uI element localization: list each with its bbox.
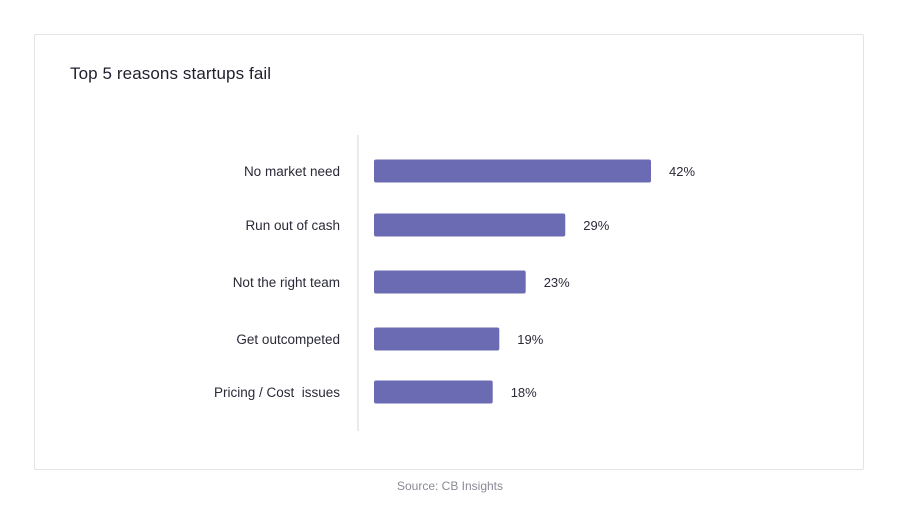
- bar: [374, 159, 651, 183]
- chart-title: Top 5 reasons startups fail: [70, 64, 272, 83]
- category-label: Run out of cash: [245, 218, 340, 233]
- category-label: Not the right team: [233, 275, 340, 290]
- bar: [374, 327, 500, 351]
- category-label: Pricing / Cost issues: [214, 385, 340, 400]
- value-label: 18%: [511, 385, 537, 400]
- category-label: No market need: [244, 164, 340, 179]
- source-note: Source: CB Insights: [396, 479, 504, 493]
- category-label: Get outcompeted: [236, 332, 340, 347]
- bar: [374, 213, 566, 237]
- bar: [374, 380, 493, 404]
- bar: [374, 270, 526, 294]
- value-label: 23%: [544, 275, 570, 290]
- bar-chart: No market need 42% Run out of cash 29% Not t…: [214, 135, 695, 431]
- value-label: 42%: [669, 164, 695, 179]
- value-label: 29%: [583, 218, 609, 233]
- chart-card: Top 5 reasons startups fail No market ne…: [34, 34, 864, 470]
- value-label: 19%: [517, 332, 543, 347]
